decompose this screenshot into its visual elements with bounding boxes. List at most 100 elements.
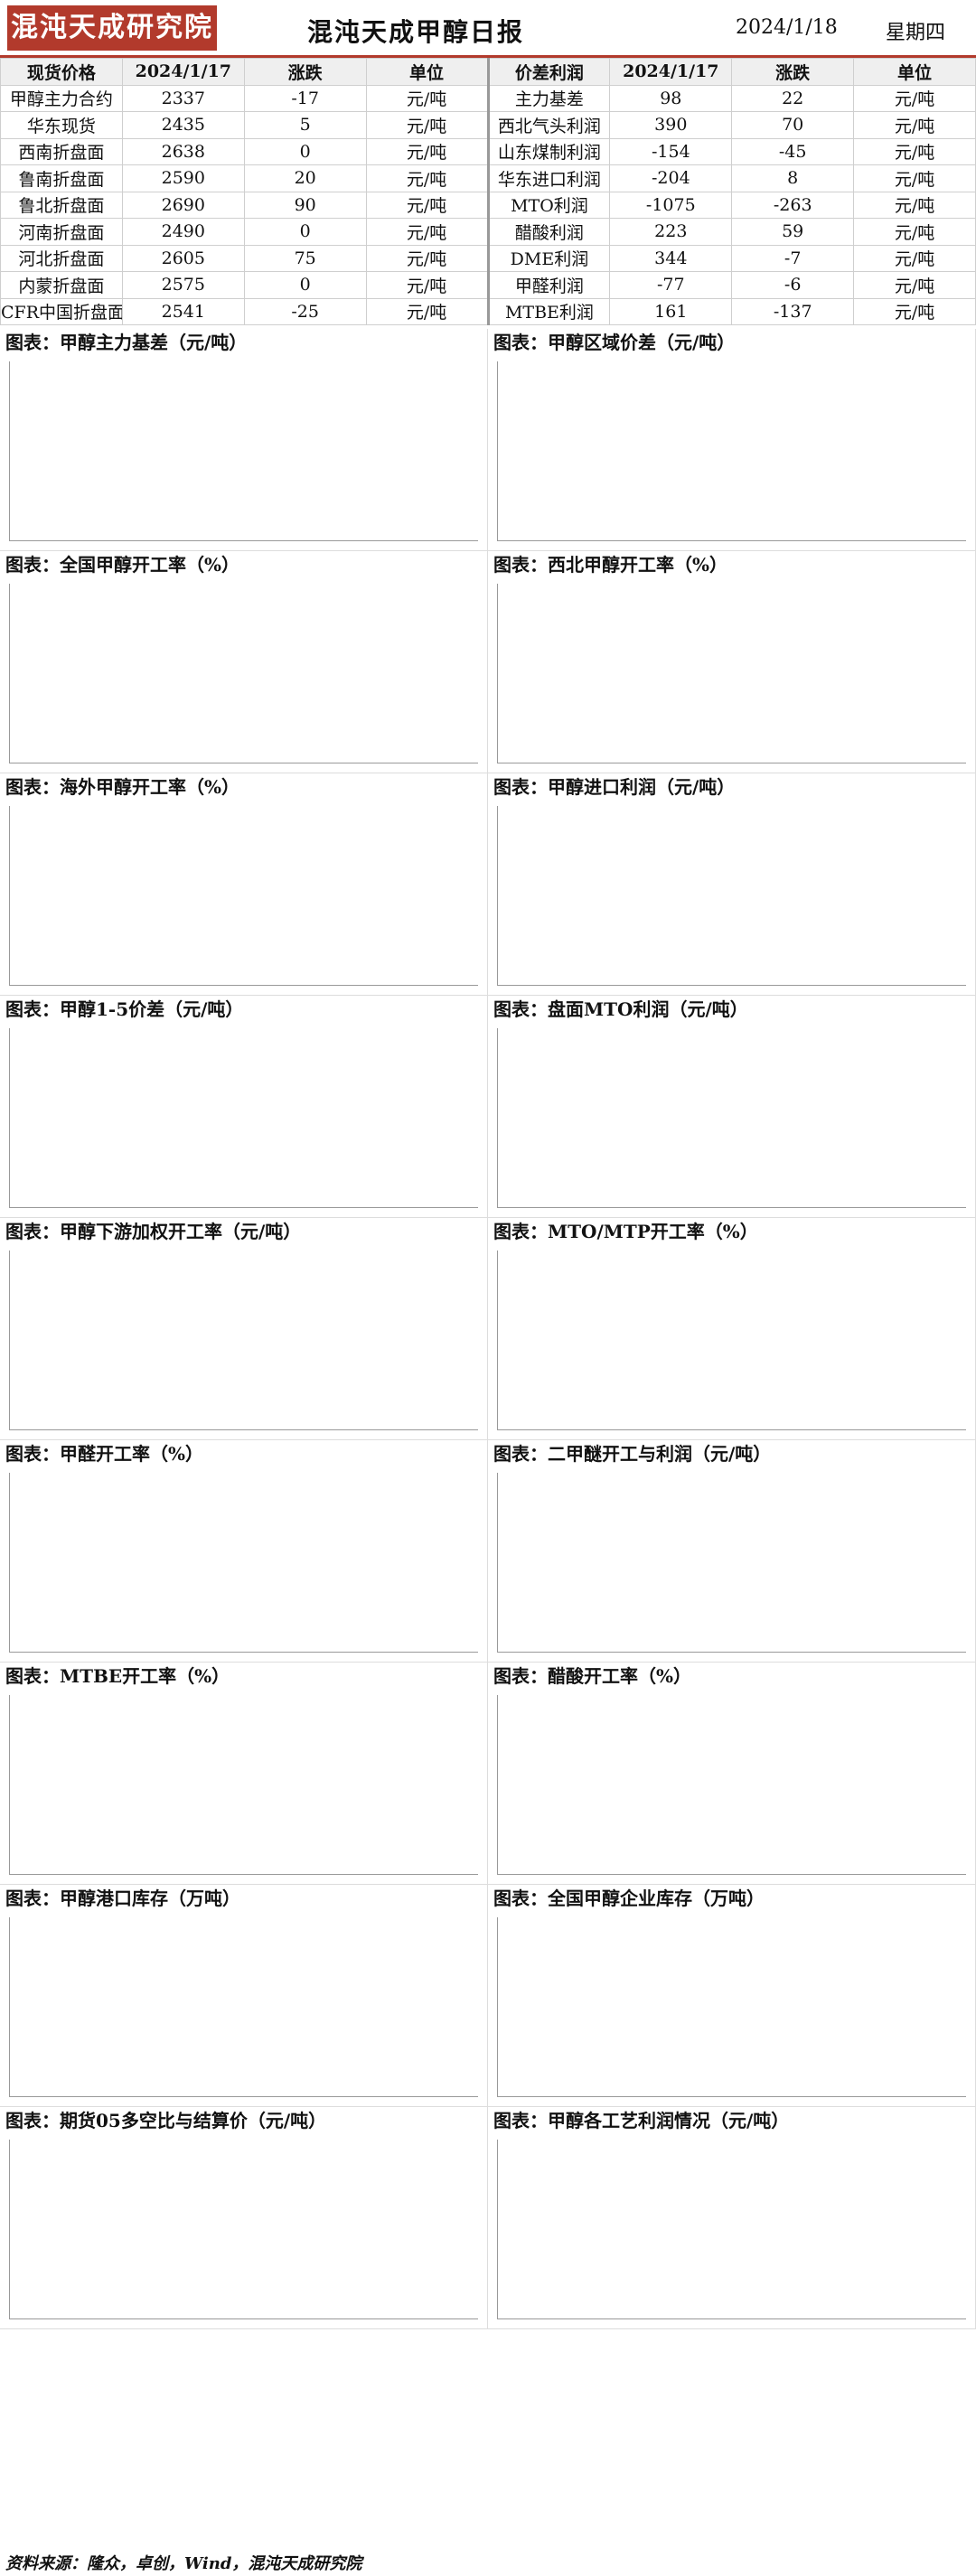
table-row: 鲁北折盘面 2690 90 元/吨 MTO利润 -1075 -263 元/吨 xyxy=(0,191,976,219)
table-cell: 山东煤制利润 xyxy=(486,137,611,165)
table-cell: -263 xyxy=(731,191,855,219)
chart-card: 图表：甲醇下游加权开工率（元/吨） xyxy=(0,1218,488,1440)
chart-title: 图表：甲醇港口库存（万吨） xyxy=(5,1888,240,1909)
chart-card: 图表：二甲醚开工与利润（元/吨） xyxy=(488,1440,976,1663)
table-cell: 0 xyxy=(243,137,367,165)
chart-plot-area xyxy=(497,806,966,986)
table-row: 甲醇主力合约 2337 -17 元/吨 主力基差 98 22 元/吨 xyxy=(0,84,976,112)
header-spot-price: 现货价格 xyxy=(0,58,123,86)
table-cell: MTO利润 xyxy=(486,191,611,219)
table-cell: 5 xyxy=(243,111,367,139)
chart-plot-area xyxy=(497,1473,966,1653)
table-cell: 22 xyxy=(731,84,855,112)
table-cell: 2590 xyxy=(121,164,245,192)
chart-title: 图表：MTBE开工率（%） xyxy=(5,1665,230,1687)
chart-card: 图表：甲醇进口利润（元/吨） xyxy=(488,773,976,996)
chart-card: 图表：甲醇港口库存（万吨） xyxy=(0,1885,488,2107)
table-cell: DME利润 xyxy=(486,244,611,272)
table-cell: 河南折盘面 xyxy=(0,218,123,246)
chart-title: 图表：甲醇各工艺利润情况（元/吨） xyxy=(493,2110,790,2131)
table-cell: 元/吨 xyxy=(853,164,976,192)
table-cell: 元/吨 xyxy=(365,111,489,139)
table-cell: -25 xyxy=(243,297,367,325)
table-cell: -77 xyxy=(609,271,733,299)
chart-card: 图表：全国甲醇企业库存（万吨） xyxy=(488,1885,976,2107)
table-cell: 2490 xyxy=(121,218,245,246)
chart-title: 图表：盘面MTO利润（元/吨） xyxy=(493,998,748,1020)
table-row: 河北折盘面 2605 75 元/吨 DME利润 344 -7 元/吨 xyxy=(0,244,976,272)
table-cell: 西南折盘面 xyxy=(0,137,123,165)
header-right-unit: 单位 xyxy=(853,58,976,86)
table-cell: 0 xyxy=(243,218,367,246)
chart-card: 图表：甲醇主力基差（元/吨） xyxy=(0,329,488,551)
header-right-change: 涨跌 xyxy=(731,58,855,86)
chart-plot-area xyxy=(9,806,478,986)
chart-title: 图表：MTO/MTP开工率（%） xyxy=(493,1221,758,1242)
chart-title: 图表：醋酸开工率（%） xyxy=(493,1665,692,1687)
table-cell: 内蒙折盘面 xyxy=(0,271,123,299)
table-row: 鲁南折盘面 2590 20 元/吨 华东进口利润 -204 8 元/吨 xyxy=(0,164,976,192)
table-cell: 元/吨 xyxy=(365,191,489,219)
header-right-date: 2024/1/17 xyxy=(609,58,733,86)
chart-plot-area xyxy=(497,2140,966,2319)
chart-card: 图表：甲醇各工艺利润情况（元/吨） xyxy=(488,2107,976,2329)
header-left-change: 涨跌 xyxy=(243,58,367,86)
table-cell: 344 xyxy=(609,244,733,272)
chart-title: 图表：甲醇下游加权开工率（元/吨） xyxy=(5,1221,302,1242)
table-cell: 元/吨 xyxy=(365,137,489,165)
table-cell: 59 xyxy=(731,218,855,246)
header-left-date: 2024/1/17 xyxy=(121,58,245,86)
chart-card: 图表：期货05多空比与结算价（元/吨） xyxy=(0,2107,488,2329)
chart-card: 图表：MTO/MTP开工率（%） xyxy=(488,1218,976,1440)
chart-plot-area xyxy=(497,361,966,541)
chart-card: 图表：甲醇区域价差（元/吨） xyxy=(488,329,976,551)
table-cell: 甲醛利润 xyxy=(486,271,611,299)
table-cell: 75 xyxy=(243,244,367,272)
table-cell: 390 xyxy=(609,111,733,139)
table-cell: 主力基差 xyxy=(486,84,611,112)
source-footer: 资料来源：隆众，卓创，Wind，混沌天成研究院 xyxy=(5,2554,362,2573)
table-cell: -6 xyxy=(731,271,855,299)
table-row: 华东现货 2435 5 元/吨 西北气头利润 390 70 元/吨 xyxy=(0,111,976,139)
chart-title: 图表：甲醇进口利润（元/吨） xyxy=(493,776,736,798)
chart-card: 图表：海外甲醇开工率（%） xyxy=(0,773,488,996)
table-cell: 鲁北折盘面 xyxy=(0,191,123,219)
table-cell: 98 xyxy=(609,84,733,112)
chart-title: 图表：全国甲醇企业库存（万吨） xyxy=(493,1888,765,1909)
table-cell: 0 xyxy=(243,271,367,299)
table-cell: 元/吨 xyxy=(365,244,489,272)
table-cell: MTBE利润 xyxy=(486,297,611,325)
table-cell: 元/吨 xyxy=(853,111,976,139)
table-cell: 元/吨 xyxy=(853,244,976,272)
header-left-unit: 单位 xyxy=(365,58,489,86)
table-cell: 元/吨 xyxy=(853,297,976,325)
chart-plot-area xyxy=(497,1028,966,1208)
report-date: 2024/1/18 xyxy=(736,16,838,39)
chart-title: 图表：西北甲醇开工率（%） xyxy=(493,554,728,576)
table-cell: 元/吨 xyxy=(365,218,489,246)
table-row: 河南折盘面 2490 0 元/吨 醋酸利润 223 59 元/吨 xyxy=(0,218,976,246)
table-cell: 西北气头利润 xyxy=(486,111,611,139)
chart-title: 图表：海外甲醇开工率（%） xyxy=(5,776,240,798)
table-cell: 元/吨 xyxy=(365,84,489,112)
table-cell: 华东进口利润 xyxy=(486,164,611,192)
table-cell: -137 xyxy=(731,297,855,325)
table-cell: 元/吨 xyxy=(853,218,976,246)
table-cell: 元/吨 xyxy=(853,137,976,165)
table-cell: -17 xyxy=(243,84,367,112)
chart-title: 图表：全国甲醇开工率（%） xyxy=(5,554,240,576)
chart-card: 图表：盘面MTO利润（元/吨） xyxy=(488,996,976,1218)
table-cell: 元/吨 xyxy=(365,164,489,192)
table-cell: 223 xyxy=(609,218,733,246)
chart-plot-area xyxy=(9,1028,478,1208)
table-cell: 2638 xyxy=(121,137,245,165)
chart-card: 图表：MTBE开工率（%） xyxy=(0,1663,488,1885)
table-cell: 华东现货 xyxy=(0,111,123,139)
table-cell: 2690 xyxy=(121,191,245,219)
table-cell: 2575 xyxy=(121,271,245,299)
chart-title: 图表：期货05多空比与结算价（元/吨） xyxy=(5,2110,327,2131)
table-cell: 元/吨 xyxy=(853,84,976,112)
chart-title: 图表：甲醛开工率（%） xyxy=(5,1443,204,1465)
table-cell: 8 xyxy=(731,164,855,192)
table-cell: 醋酸利润 xyxy=(486,218,611,246)
